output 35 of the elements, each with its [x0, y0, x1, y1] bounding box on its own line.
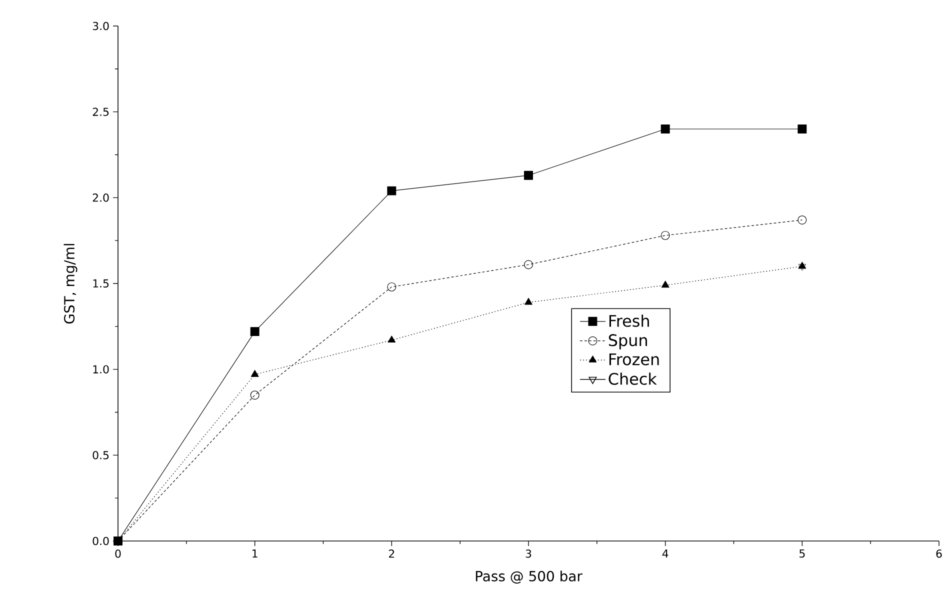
point	[387, 282, 396, 292]
x-tick-label: 0	[115, 550, 121, 558]
point	[661, 280, 670, 288]
x-tick-label: 3	[526, 550, 532, 558]
y-tick-label: 1.0	[93, 365, 109, 374]
point	[250, 327, 260, 336]
y-tick-label: 2.0	[92, 194, 109, 202]
point	[660, 124, 670, 134]
y-tick-label: 0.0	[92, 536, 109, 546]
legend-label: Frozen	[609, 353, 659, 366]
point	[387, 186, 396, 196]
point	[798, 124, 807, 134]
point	[798, 215, 807, 224]
legend-label: Spun	[608, 334, 647, 350]
legend-label: Fresh	[609, 314, 649, 327]
x-tick-label: 1	[252, 550, 258, 558]
legend-label: Check	[608, 372, 657, 385]
y-tick-label: 0.5	[92, 451, 109, 460]
y-tick-label: 1.5	[93, 279, 109, 288]
point	[524, 170, 533, 180]
point	[798, 264, 806, 271]
y-tick-label: 2.5	[92, 108, 109, 116]
point	[250, 390, 260, 400]
point	[250, 370, 259, 377]
point	[524, 260, 533, 270]
y-axis-title: GST, mg/ml	[64, 244, 78, 324]
x-axis-title: Pass @ 500 bar	[476, 570, 582, 584]
point	[524, 298, 532, 305]
x-tick-label: 5	[800, 550, 805, 558]
point	[660, 230, 670, 240]
x-tick-label: 2	[388, 550, 394, 558]
x-tick-label: 4	[662, 550, 668, 558]
x-tick-label: 6	[936, 550, 942, 558]
y-tick-label: 3.0	[92, 22, 109, 30]
point	[388, 336, 396, 343]
